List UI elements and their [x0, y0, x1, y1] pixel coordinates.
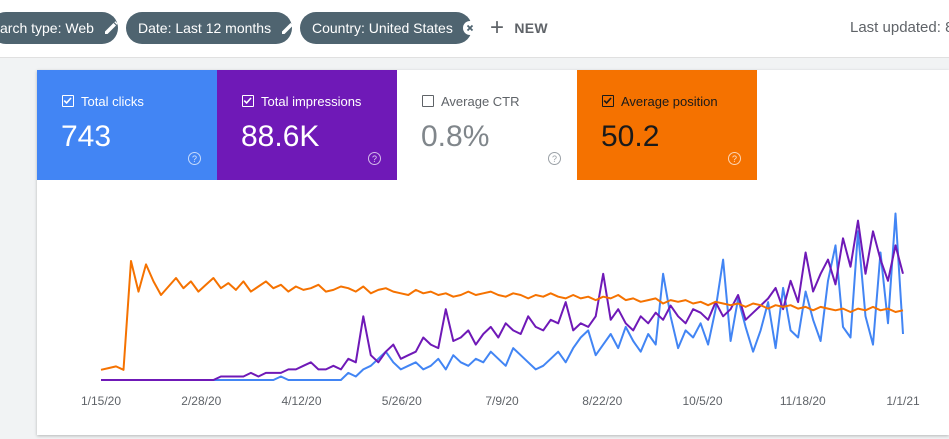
x-tick-label: 10/5/20	[682, 394, 722, 408]
x-tick-label: 1/15/20	[81, 394, 121, 408]
total-impressions-tile[interactable]: Total impressions 88.6K ?	[217, 70, 397, 180]
search-type-filter-label: arch type: Web	[0, 20, 94, 36]
x-tick-label: 4/12/20	[281, 394, 321, 408]
average-position-tile[interactable]: Average position 50.2 ?	[577, 70, 757, 180]
new-filter-button[interactable]: + NEW	[490, 14, 548, 42]
x-tick-label: 1/1/21	[886, 394, 920, 408]
help-icon[interactable]: ?	[188, 152, 201, 165]
checkbox-unchecked-icon[interactable]	[422, 95, 434, 107]
last-updated-text: Last updated: 8	[850, 19, 949, 36]
date-filter-label: Date: Last 12 months	[138, 20, 272, 36]
total-impressions-value: 88.6K	[241, 120, 320, 153]
total-clicks-tile[interactable]: Total clicks 743 ?	[37, 70, 217, 180]
x-tick-label: 5/26/20	[382, 394, 422, 408]
filter-bar: arch type: Web Date: Last 12 months Coun…	[0, 0, 949, 58]
help-icon[interactable]: ?	[728, 152, 741, 165]
total-clicks-value: 743	[61, 120, 112, 153]
checkbox-checked-icon[interactable]	[62, 95, 74, 107]
average-position-value: 50.2	[601, 120, 660, 153]
edit-icon[interactable]	[104, 20, 118, 36]
checkbox-checked-icon[interactable]	[602, 95, 614, 107]
edit-icon[interactable]	[281, 20, 295, 36]
new-filter-label: NEW	[514, 20, 548, 36]
remove-filter-icon[interactable]	[462, 20, 477, 36]
average-ctr-label: Average CTR	[441, 94, 520, 109]
total-impressions-label: Total impressions	[261, 94, 362, 109]
average-ctr-tile[interactable]: Average CTR 0.8% ?	[397, 70, 577, 180]
help-icon[interactable]: ?	[368, 152, 381, 165]
performance-chart: 1/15/20 2/28/20 4/12/20 5/26/20 7/9/20 8/22/2…	[81, 212, 920, 408]
search-type-filter-chip[interactable]: arch type: Web	[0, 12, 118, 44]
series-line-total-clicks	[101, 212, 904, 381]
average-position-label: Average position	[621, 94, 718, 109]
x-tick-label: 11/18/20	[780, 394, 826, 408]
country-filter-chip[interactable]: Country: United States	[300, 12, 477, 44]
average-ctr-value: 0.8%	[421, 120, 490, 153]
x-tick-label: 8/22/20	[582, 394, 622, 408]
plus-icon: +	[490, 14, 505, 41]
x-tick-label: 7/9/20	[485, 394, 519, 408]
help-icon[interactable]: ?	[548, 152, 561, 165]
country-filter-label: Country: United States	[312, 20, 453, 36]
total-clicks-label: Total clicks	[81, 94, 144, 109]
x-tick-label: 2/28/20	[181, 394, 221, 408]
checkbox-checked-icon[interactable]	[242, 95, 254, 107]
series-line-average-position	[100, 260, 904, 371]
date-filter-chip[interactable]: Date: Last 12 months	[126, 12, 295, 44]
performance-card: Total clicks 743 ? Total impressions 88.…	[37, 70, 949, 435]
series-line-total-impressions	[101, 219, 904, 381]
